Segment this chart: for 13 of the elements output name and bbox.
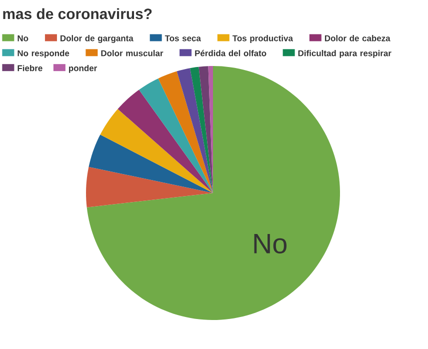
text: No bbox=[254, 234, 287, 254]
legend-label: Pérdida del olfato bbox=[195, 50, 266, 56]
legend-label: Dificultad para respirar bbox=[298, 50, 392, 58]
legend-label: Tos productiva bbox=[232, 35, 293, 43]
legend-label: No bbox=[18, 35, 28, 42]
legend-label: Dolor muscular bbox=[101, 50, 164, 56]
legend-label: Dolor de cabeza bbox=[324, 35, 390, 42]
legend-label: No responde bbox=[18, 50, 70, 58]
chart-title: mas de coronavirus? bbox=[3, 8, 152, 20]
legend-label: ponder bbox=[68, 64, 98, 73]
legend-label: Dolor de garganta bbox=[60, 35, 134, 43]
legend-label: Tos seca bbox=[164, 35, 201, 42]
legend-label: Fiebre bbox=[18, 64, 42, 72]
